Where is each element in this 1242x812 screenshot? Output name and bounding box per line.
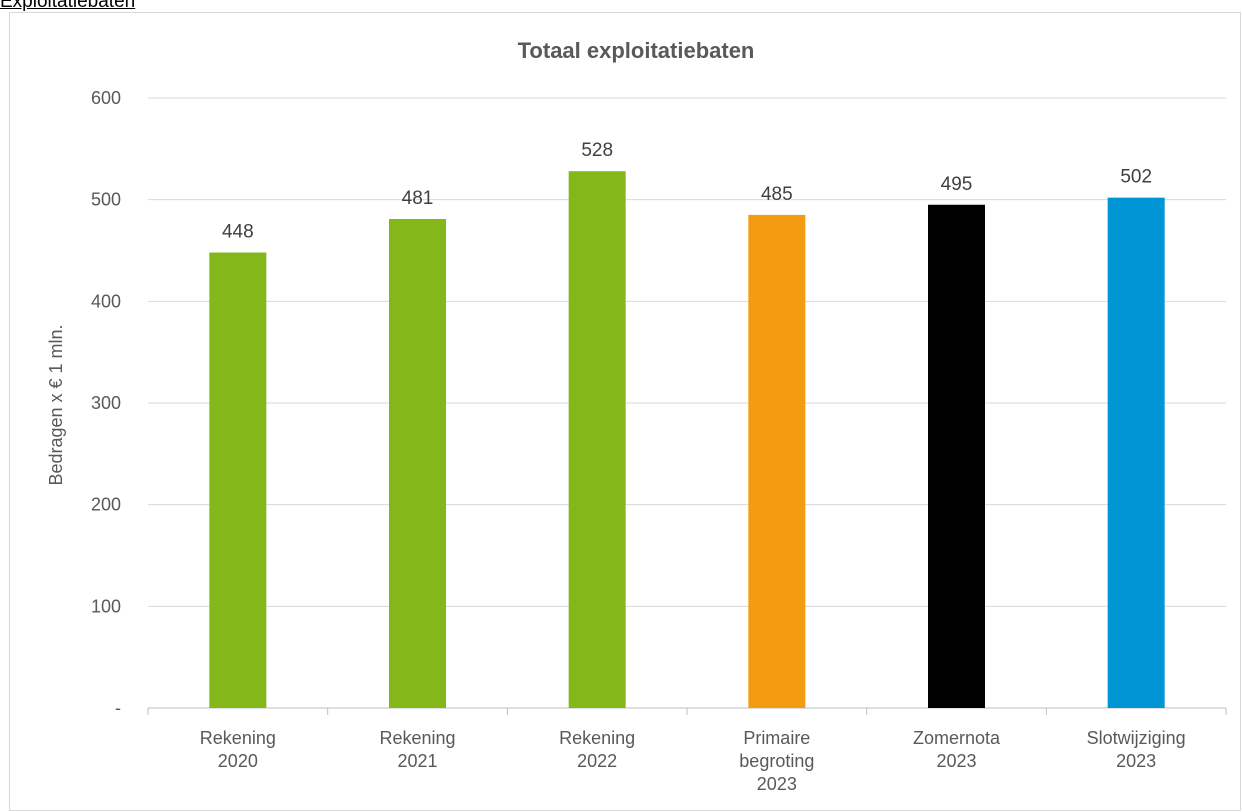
x-tick-label: Rekening 2022 (559, 728, 635, 771)
x-tick-label: Slotwijziging 2023 (1087, 728, 1186, 771)
data-label: 448 (222, 222, 254, 243)
bar (568, 171, 626, 708)
data-label: 502 (1120, 167, 1152, 188)
bar (1107, 197, 1165, 708)
chart-title: Totaal exploitatiebaten (518, 38, 755, 63)
exploitatiebaten-link[interactable]: Exploitatiebaten (0, 0, 136, 12)
bar (389, 218, 446, 708)
y-tick-label: 600 (91, 88, 121, 108)
data-label: 485 (761, 184, 793, 205)
y-tick-label: 100 (91, 596, 121, 616)
x-tick-label: Rekening 2020 (200, 728, 276, 771)
x-tick-label: Primaire begroting 2023 (739, 728, 814, 794)
y-axis-label: Bedragen x € 1 mln. (46, 324, 66, 485)
data-label: 528 (581, 140, 613, 161)
y-tick-label: 200 (91, 495, 121, 515)
x-tick-label: Rekening 2021 (379, 728, 455, 771)
y-tick-label: 400 (91, 291, 121, 311)
bar (209, 252, 267, 709)
y-tick-label: 300 (91, 393, 121, 413)
data-label: 481 (402, 188, 434, 209)
bar (748, 214, 806, 708)
data-label: 495 (941, 174, 973, 195)
y-tick-label: - (115, 698, 121, 718)
y-tick-label: 500 (91, 190, 121, 210)
bar (928, 204, 985, 708)
x-tick-label: Zomernota 2023 (913, 728, 1001, 771)
